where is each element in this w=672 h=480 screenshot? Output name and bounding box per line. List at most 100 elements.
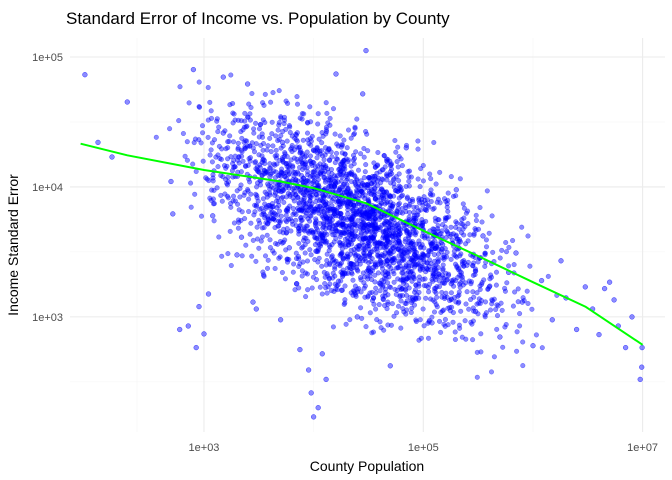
data-point — [168, 178, 174, 185]
cloud-point — [384, 306, 390, 312]
cloud-point — [305, 130, 311, 136]
cloud-point — [279, 166, 285, 172]
cloud-point — [415, 138, 421, 144]
cloud-point — [459, 217, 465, 223]
cloud-point — [278, 133, 284, 139]
cloud-point — [354, 176, 360, 182]
cloud-point — [362, 192, 368, 198]
cloud-point — [325, 284, 331, 290]
cloud-point — [298, 189, 304, 195]
cloud-point — [276, 199, 282, 205]
cloud-point — [394, 310, 400, 316]
cloud-point — [474, 349, 480, 355]
cloud-point — [470, 289, 476, 295]
cloud-point — [448, 224, 454, 230]
cloud-point — [347, 261, 353, 267]
cloud-point — [225, 174, 231, 180]
cloud-point — [373, 306, 379, 312]
cloud-point — [283, 217, 289, 223]
cloud-point — [489, 301, 495, 307]
cloud-point — [296, 264, 302, 270]
cloud-point — [459, 259, 465, 265]
cloud-point — [235, 225, 241, 231]
data-point — [344, 171, 350, 177]
cloud-point — [295, 205, 301, 211]
cloud-point — [358, 275, 364, 281]
cloud-point — [387, 158, 393, 164]
cloud-point — [245, 162, 251, 168]
cloud-point — [520, 295, 526, 301]
cloud-point — [242, 190, 248, 196]
cloud-point — [404, 230, 410, 236]
cloud-point — [370, 298, 376, 304]
cloud-point — [393, 149, 399, 155]
cloud-point — [453, 299, 459, 305]
cloud-point — [473, 212, 479, 218]
cloud-point — [263, 253, 269, 259]
cloud-point — [448, 256, 454, 262]
cloud-point — [337, 234, 343, 240]
cloud-point — [359, 203, 365, 209]
cloud-point — [319, 263, 325, 269]
cloud-point — [322, 179, 328, 185]
cloud-point — [297, 150, 303, 156]
cloud-point — [327, 275, 333, 281]
cloud-point — [445, 322, 451, 328]
cloud-point — [300, 137, 306, 143]
cloud-point — [304, 165, 310, 171]
cloud-point — [199, 123, 205, 129]
cloud-point — [246, 196, 252, 202]
cloud-point — [304, 149, 310, 155]
cloud-point — [358, 151, 364, 157]
cloud-point — [282, 237, 288, 243]
cloud-point — [343, 321, 349, 327]
data-point — [272, 190, 279, 196]
cloud-point — [478, 298, 484, 304]
cloud-point — [365, 273, 371, 279]
cloud-point — [252, 202, 258, 208]
cloud-point — [231, 111, 237, 117]
cloud-point — [510, 237, 516, 243]
data-point — [238, 234, 245, 240]
data-point — [310, 414, 317, 420]
cloud-point — [364, 131, 370, 137]
cloud-point — [436, 272, 442, 278]
cloud-point — [375, 225, 381, 231]
cloud-point — [378, 214, 384, 220]
cloud-point — [192, 191, 198, 197]
cloud-point — [303, 294, 309, 300]
y-tick-label: 1e+05 — [32, 52, 63, 64]
cloud-point — [391, 257, 397, 263]
cloud-point — [490, 298, 496, 304]
cloud-point — [413, 282, 419, 288]
cloud-point — [419, 242, 425, 248]
cloud-point — [373, 290, 379, 296]
cloud-point — [377, 169, 383, 175]
cloud-point — [503, 322, 509, 328]
cloud-point — [284, 176, 290, 182]
cloud-point — [257, 164, 263, 170]
cloud-point — [242, 146, 248, 152]
cloud-point — [460, 277, 466, 283]
cloud-point — [520, 363, 526, 369]
cloud-point — [435, 241, 441, 247]
cloud-point — [405, 242, 411, 248]
cloud-point — [323, 145, 329, 151]
data-point — [415, 208, 421, 214]
cloud-point — [352, 173, 358, 179]
data-point — [303, 204, 309, 210]
cloud-point — [366, 216, 372, 222]
cloud-point — [253, 141, 259, 147]
cloud-point — [353, 209, 359, 215]
cloud-point — [257, 122, 263, 128]
cloud-point — [281, 226, 287, 232]
cloud-point — [341, 137, 347, 143]
cloud-point — [239, 153, 245, 159]
cloud-point — [395, 265, 401, 271]
cloud-point — [198, 213, 204, 219]
cloud-point — [365, 196, 371, 202]
cloud-point — [479, 281, 485, 287]
data-point — [250, 299, 256, 305]
cloud-point — [529, 306, 535, 312]
cloud-point — [360, 270, 366, 276]
